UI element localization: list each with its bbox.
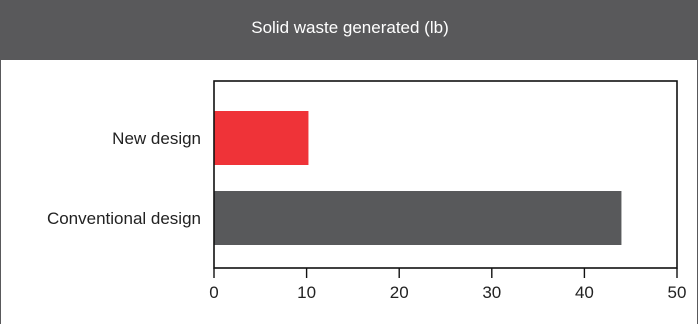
- x-tick-label: 10: [297, 283, 316, 302]
- axes: [213, 80, 678, 269]
- x-tick-label: 40: [575, 283, 594, 302]
- x-tick-label: 0: [209, 283, 218, 302]
- plot-frame: [213, 80, 678, 269]
- x-tick-label: 30: [482, 283, 501, 302]
- category-label: Conventional design: [47, 209, 201, 228]
- bar-conventional-design: [214, 191, 622, 245]
- chart-title: Solid waste generated (lb): [1, 0, 698, 60]
- x-axis-ticks: 0 10 20 30 40 50: [209, 268, 686, 302]
- category-labels: New design Conventional design: [47, 129, 201, 228]
- bar-group: [214, 111, 622, 245]
- x-tick-label: 20: [390, 283, 409, 302]
- bar-new-design: [214, 111, 309, 165]
- x-tick-label: 50: [668, 283, 687, 302]
- category-label: New design: [112, 129, 201, 148]
